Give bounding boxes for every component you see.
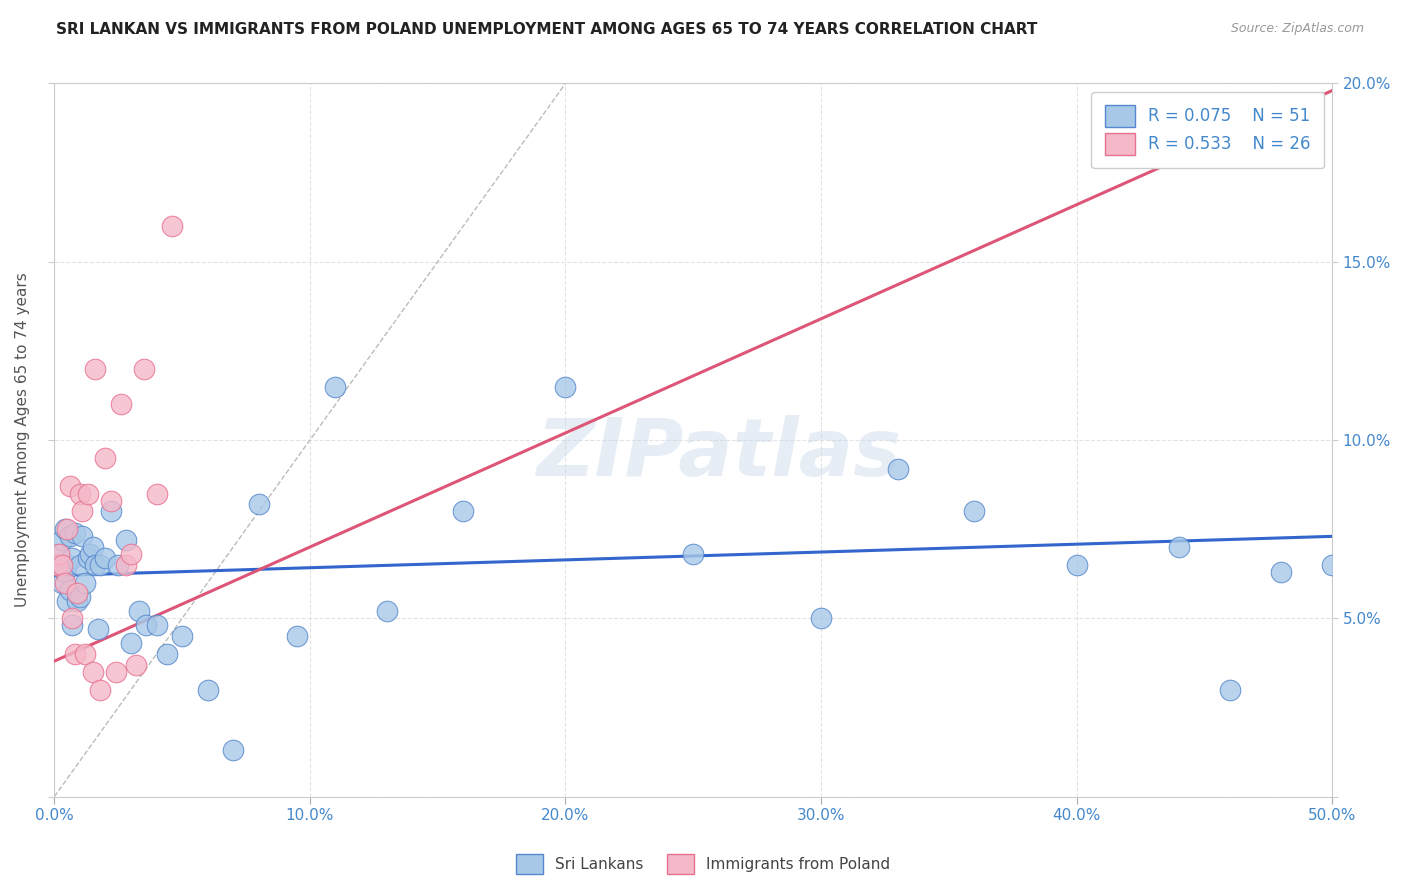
Point xyxy=(84,558,107,572)
Point xyxy=(76,486,98,500)
Point xyxy=(53,522,76,536)
Point xyxy=(94,450,117,465)
Point xyxy=(886,461,908,475)
Point xyxy=(66,586,89,600)
Legend: R = 0.075    N = 51, R = 0.533    N = 26: R = 0.075 N = 51, R = 0.533 N = 26 xyxy=(1091,92,1324,168)
Text: Source: ZipAtlas.com: Source: ZipAtlas.com xyxy=(1230,22,1364,36)
Text: ZIPatlas: ZIPatlas xyxy=(536,416,901,493)
Point xyxy=(56,593,79,607)
Point xyxy=(59,529,82,543)
Point xyxy=(1322,558,1344,572)
Point xyxy=(84,361,107,376)
Point xyxy=(51,575,73,590)
Point xyxy=(56,522,79,536)
Point xyxy=(53,565,76,579)
Point xyxy=(73,575,96,590)
Point xyxy=(89,558,111,572)
Point xyxy=(115,533,138,547)
Point xyxy=(682,547,704,561)
Point xyxy=(451,504,474,518)
Point xyxy=(79,547,101,561)
Point xyxy=(63,525,86,540)
Point xyxy=(247,497,270,511)
Point xyxy=(73,647,96,661)
Point xyxy=(89,682,111,697)
Point xyxy=(45,558,67,572)
Point xyxy=(963,504,986,518)
Point xyxy=(104,665,127,679)
Point xyxy=(1167,540,1189,554)
Point xyxy=(222,743,245,757)
Point xyxy=(145,486,167,500)
Point xyxy=(45,547,67,561)
Point xyxy=(115,558,138,572)
Point xyxy=(69,558,91,572)
Point xyxy=(100,504,122,518)
Point xyxy=(59,582,82,597)
Point xyxy=(66,593,89,607)
Point xyxy=(51,533,73,547)
Point xyxy=(60,618,83,632)
Y-axis label: Unemployment Among Ages 65 to 74 years: Unemployment Among Ages 65 to 74 years xyxy=(15,273,30,607)
Point xyxy=(810,611,832,625)
Point xyxy=(72,504,94,518)
Point xyxy=(107,558,129,572)
Point xyxy=(110,397,132,411)
Point xyxy=(120,547,142,561)
Point xyxy=(63,647,86,661)
Point xyxy=(1066,558,1088,572)
Point xyxy=(325,379,347,393)
Point xyxy=(59,479,82,493)
Point xyxy=(132,361,155,376)
Point xyxy=(48,547,70,561)
Point xyxy=(172,629,194,643)
Text: SRI LANKAN VS IMMIGRANTS FROM POLAND UNEMPLOYMENT AMONG AGES 65 TO 74 YEARS CORR: SRI LANKAN VS IMMIGRANTS FROM POLAND UNE… xyxy=(56,22,1038,37)
Point xyxy=(156,647,179,661)
Point xyxy=(82,665,104,679)
Point xyxy=(197,682,219,697)
Legend: Sri Lankans, Immigrants from Poland: Sri Lankans, Immigrants from Poland xyxy=(509,848,897,880)
Point xyxy=(60,550,83,565)
Point xyxy=(145,618,167,632)
Point xyxy=(135,618,157,632)
Point xyxy=(160,219,183,233)
Point xyxy=(72,529,94,543)
Point xyxy=(60,611,83,625)
Point xyxy=(1270,565,1292,579)
Point xyxy=(100,493,122,508)
Point xyxy=(87,622,110,636)
Point xyxy=(53,575,76,590)
Point xyxy=(76,550,98,565)
Point xyxy=(94,550,117,565)
Point xyxy=(1219,682,1241,697)
Point xyxy=(285,629,308,643)
Point xyxy=(48,558,70,572)
Point xyxy=(56,558,79,572)
Point xyxy=(120,636,142,650)
Point xyxy=(554,379,576,393)
Point xyxy=(69,590,91,604)
Point xyxy=(82,540,104,554)
Point xyxy=(125,657,148,672)
Point xyxy=(128,604,150,618)
Point xyxy=(51,558,73,572)
Point xyxy=(375,604,398,618)
Point xyxy=(69,486,91,500)
